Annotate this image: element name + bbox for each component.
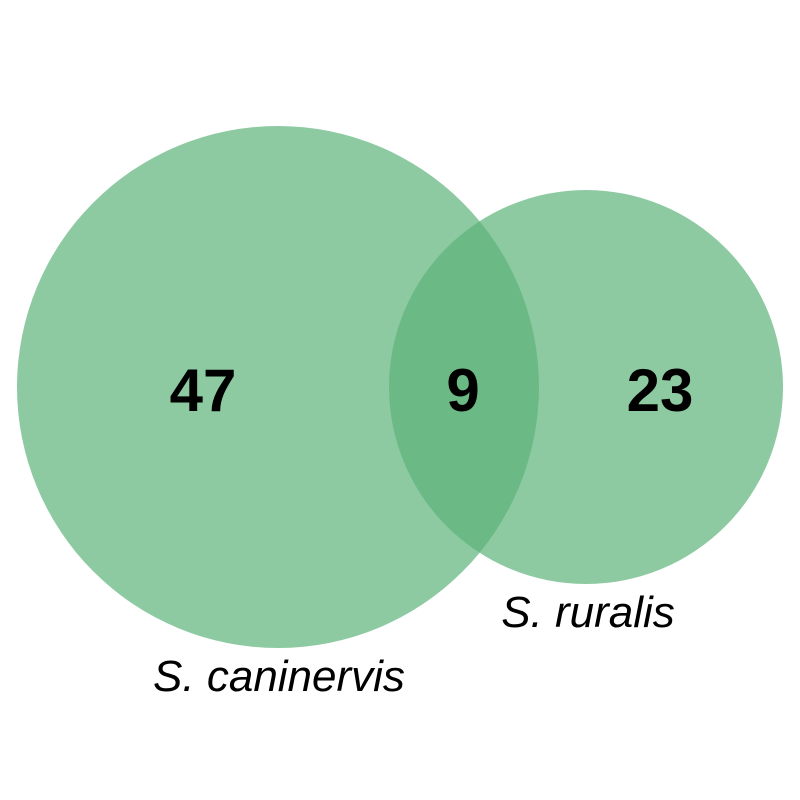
set-circle-ruralis [389, 190, 783, 584]
set-circle-caninervis [17, 126, 539, 648]
count-caninervis-only: 47 [170, 357, 237, 424]
set-label-ruralis: S. ruralis [501, 588, 675, 637]
count-intersection: 9 [446, 357, 479, 424]
count-ruralis-only: 23 [627, 357, 694, 424]
set-label-caninervis: S. caninervis [153, 652, 405, 701]
